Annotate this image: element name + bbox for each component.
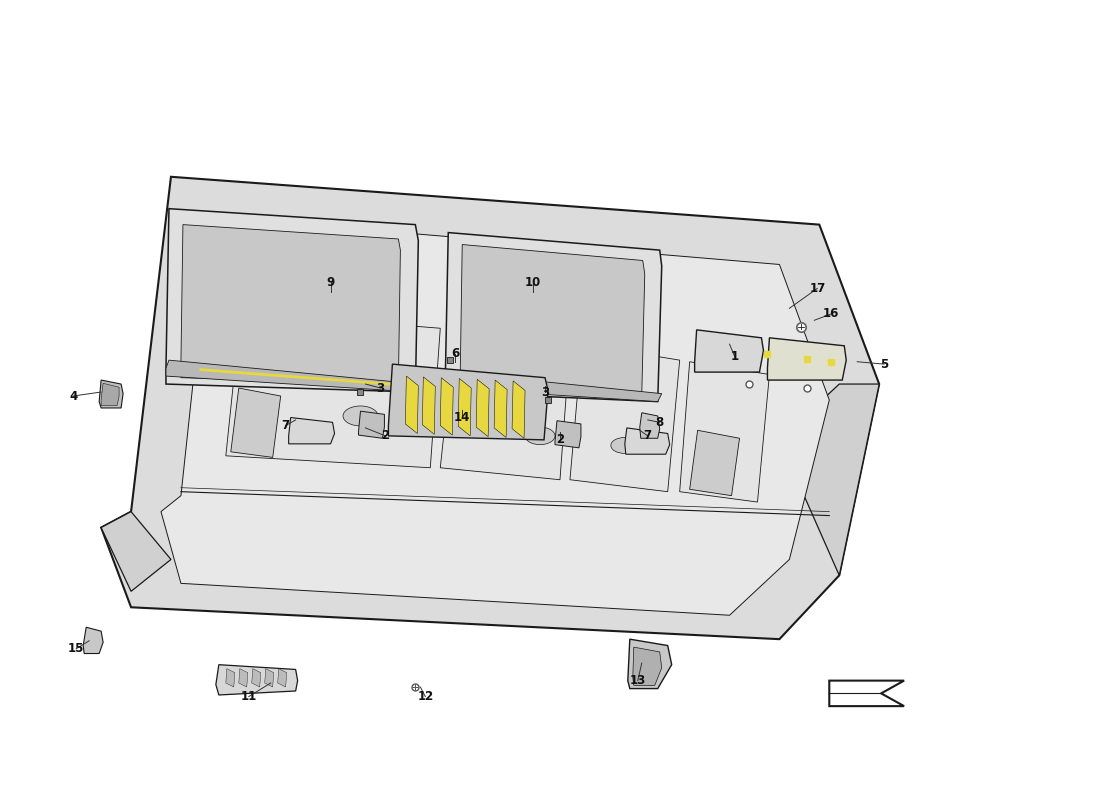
Text: 2: 2 xyxy=(382,430,389,442)
Polygon shape xyxy=(768,338,846,380)
Polygon shape xyxy=(632,647,662,686)
Text: 16: 16 xyxy=(823,307,839,321)
Polygon shape xyxy=(288,418,334,444)
Ellipse shape xyxy=(525,427,556,445)
Text: 12: 12 xyxy=(417,690,433,703)
Text: europaparts: europaparts xyxy=(227,394,535,438)
Polygon shape xyxy=(680,362,769,502)
Polygon shape xyxy=(101,383,119,406)
Polygon shape xyxy=(829,681,904,706)
Ellipse shape xyxy=(610,438,639,454)
Polygon shape xyxy=(226,669,234,687)
Polygon shape xyxy=(440,378,453,435)
Polygon shape xyxy=(446,233,662,402)
Polygon shape xyxy=(166,209,418,392)
Polygon shape xyxy=(226,312,440,468)
Text: 7: 7 xyxy=(644,430,652,442)
Polygon shape xyxy=(277,669,287,687)
Polygon shape xyxy=(388,364,548,440)
Text: 5: 5 xyxy=(880,358,889,370)
Polygon shape xyxy=(780,384,879,575)
Polygon shape xyxy=(570,344,680,492)
Polygon shape xyxy=(640,413,660,438)
Polygon shape xyxy=(101,512,170,591)
Polygon shape xyxy=(628,639,672,689)
Text: 17: 17 xyxy=(810,282,825,295)
Polygon shape xyxy=(494,380,507,438)
Text: 9: 9 xyxy=(327,275,334,289)
Polygon shape xyxy=(161,217,829,615)
Polygon shape xyxy=(694,330,763,372)
Polygon shape xyxy=(459,378,471,436)
Polygon shape xyxy=(84,627,103,654)
Polygon shape xyxy=(440,328,570,480)
Text: 6: 6 xyxy=(451,347,460,360)
Polygon shape xyxy=(690,430,739,496)
Polygon shape xyxy=(231,388,280,458)
Polygon shape xyxy=(422,377,436,434)
Text: 3: 3 xyxy=(541,386,549,398)
Polygon shape xyxy=(625,428,670,454)
Text: 8: 8 xyxy=(656,416,663,429)
Text: 1: 1 xyxy=(730,350,738,362)
Text: 15: 15 xyxy=(68,642,85,655)
Text: 7: 7 xyxy=(282,419,289,432)
Polygon shape xyxy=(513,381,525,438)
Polygon shape xyxy=(180,225,400,384)
Text: a passion for parts since 1985: a passion for parts since 1985 xyxy=(265,440,496,455)
Polygon shape xyxy=(265,669,274,687)
Text: 11: 11 xyxy=(241,690,257,703)
Polygon shape xyxy=(166,360,418,392)
Text: 10: 10 xyxy=(525,275,541,289)
Text: 2: 2 xyxy=(556,434,564,446)
Polygon shape xyxy=(446,372,662,402)
Polygon shape xyxy=(556,421,581,448)
Ellipse shape xyxy=(343,406,378,426)
Polygon shape xyxy=(476,379,490,437)
Polygon shape xyxy=(216,665,298,695)
Polygon shape xyxy=(99,380,123,408)
Ellipse shape xyxy=(430,419,460,437)
Text: 3: 3 xyxy=(376,382,385,394)
Text: 14: 14 xyxy=(454,411,471,424)
Polygon shape xyxy=(460,245,645,394)
Text: 13: 13 xyxy=(629,674,646,687)
Polygon shape xyxy=(101,177,879,639)
Polygon shape xyxy=(239,669,248,687)
Polygon shape xyxy=(252,669,261,687)
Text: 4: 4 xyxy=(69,390,77,402)
Polygon shape xyxy=(406,376,418,434)
Polygon shape xyxy=(359,411,384,438)
